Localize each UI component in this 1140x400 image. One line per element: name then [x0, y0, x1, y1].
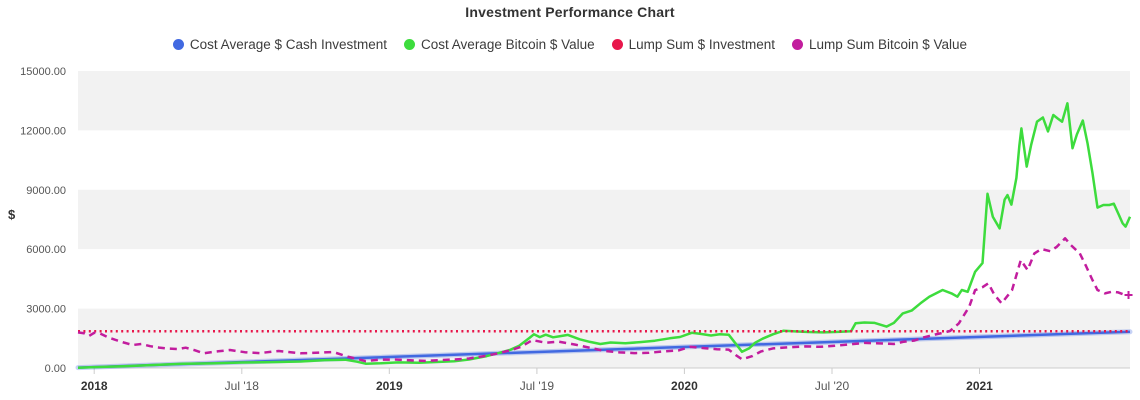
legend-marker-icon	[791, 39, 803, 50]
svg-text:Jul '18: Jul '18	[225, 379, 260, 393]
svg-text:2019: 2019	[376, 379, 403, 393]
chart-legend: Cost Average $ Cash Investment Cost Aver…	[0, 37, 1140, 52]
svg-text:15000.00: 15000.00	[20, 66, 66, 78]
legend-label: Lump Sum $ Investment	[628, 37, 775, 52]
x-axis-labels: 2018 Jul '18 2019 Jul '19 2020 Jul '20 2021	[81, 379, 993, 393]
legend-marker-icon	[404, 39, 416, 50]
plot-bands	[78, 71, 1130, 368]
svg-text:2018: 2018	[81, 379, 108, 393]
legend-item-cost-average-bitcoin-value[interactable]: Cost Average Bitcoin $ Value	[404, 37, 595, 52]
svg-text:9000.00: 9000.00	[26, 185, 66, 197]
svg-text:6000.00: 6000.00	[26, 244, 66, 256]
legend-marker-icon	[611, 39, 623, 50]
chart-title: Investment Performance Chart	[465, 4, 675, 20]
legend-label: Lump Sum Bitcoin $ Value	[808, 37, 968, 52]
svg-text:Jul '19: Jul '19	[520, 379, 555, 393]
legend-item-lump-sum-bitcoin-value[interactable]: Lump Sum Bitcoin $ Value	[791, 37, 968, 52]
legend-label: Cost Average $ Cash Investment	[189, 37, 388, 52]
svg-text:Jul '20: Jul '20	[815, 379, 850, 393]
series-line-lump-sum-bitcoin-value	[77, 237, 1133, 363]
svg-text:2021: 2021	[966, 379, 993, 393]
y-axis-labels: 15000.00 12000.00 9000.00 6000.00 3000.00 0.0…	[20, 66, 66, 375]
legend-marker-icon	[172, 39, 184, 50]
svg-text:3000.00: 3000.00	[26, 304, 66, 316]
series-line-cost-average-bitcoin-value	[77, 102, 1132, 369]
legend-item-lump-sum-investment[interactable]: Lump Sum $ Investment	[611, 37, 775, 52]
y-axis-title: $	[8, 207, 16, 222]
x-axis	[78, 367, 1130, 374]
legend-label: Cost Average Bitcoin $ Value	[421, 37, 595, 52]
svg-text:0.00: 0.00	[45, 363, 66, 375]
svg-text:12000.00: 12000.00	[20, 125, 66, 137]
legend-item-cost-average-cash-investment[interactable]: Cost Average $ Cash Investment	[172, 37, 388, 52]
svg-text:2020: 2020	[671, 379, 698, 393]
